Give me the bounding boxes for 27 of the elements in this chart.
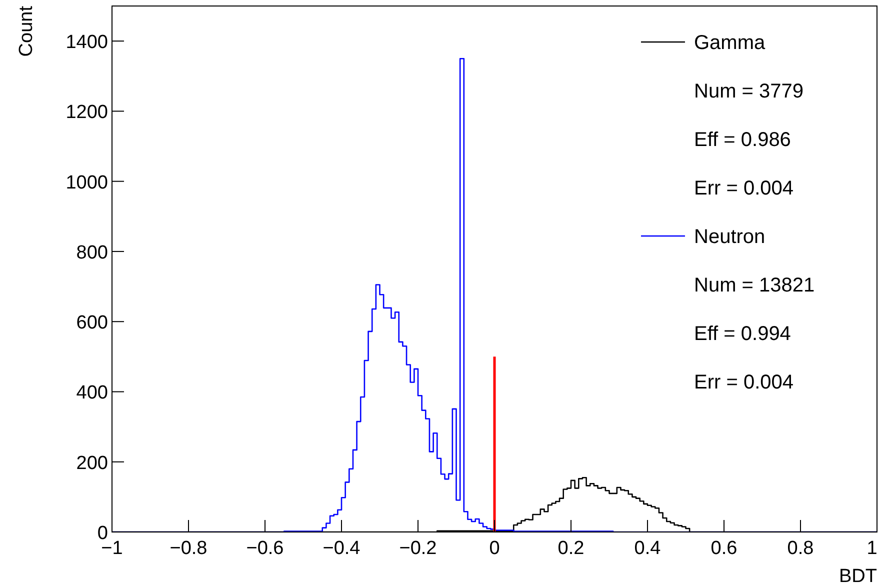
x-tick-label: 0 <box>489 538 500 559</box>
x-tick-label: −0.8 <box>170 538 208 559</box>
legend-label: Gamma <box>694 32 766 54</box>
y-axis-title: Count <box>16 5 37 57</box>
x-tick-label: −0.6 <box>246 538 284 559</box>
x-tick-label: 0.6 <box>710 538 738 559</box>
x-tick-label: 0.4 <box>634 538 662 559</box>
y-tick-label: 600 <box>76 312 108 334</box>
annotation: Num = 3779 <box>694 80 804 102</box>
annotation: Err = 0.004 <box>694 372 794 394</box>
annotation: Num = 13821 <box>694 274 815 296</box>
annotation: Eff = 0.986 <box>694 129 791 151</box>
y-tick-label: 800 <box>76 242 108 264</box>
legend-label: Neutron <box>694 226 766 248</box>
y-tick-label: 1400 <box>66 32 108 54</box>
y-tick-label: 1200 <box>66 102 108 124</box>
annotation: Err = 0.004 <box>694 178 794 200</box>
y-tick-label: 200 <box>76 452 108 474</box>
y-tick-label: 400 <box>76 382 108 404</box>
x-tick-label: −0.4 <box>322 538 361 559</box>
x-tick-label: 0.8 <box>787 538 814 559</box>
y-tick-label: 1000 <box>66 172 108 194</box>
x-tick-label: −0.2 <box>399 538 437 559</box>
x-tick-label: 1 <box>866 538 878 559</box>
x-tick-label: 0.2 <box>558 538 584 559</box>
annotation: Eff = 0.994 <box>694 323 791 345</box>
x-axis-title: BDT <box>839 566 878 587</box>
